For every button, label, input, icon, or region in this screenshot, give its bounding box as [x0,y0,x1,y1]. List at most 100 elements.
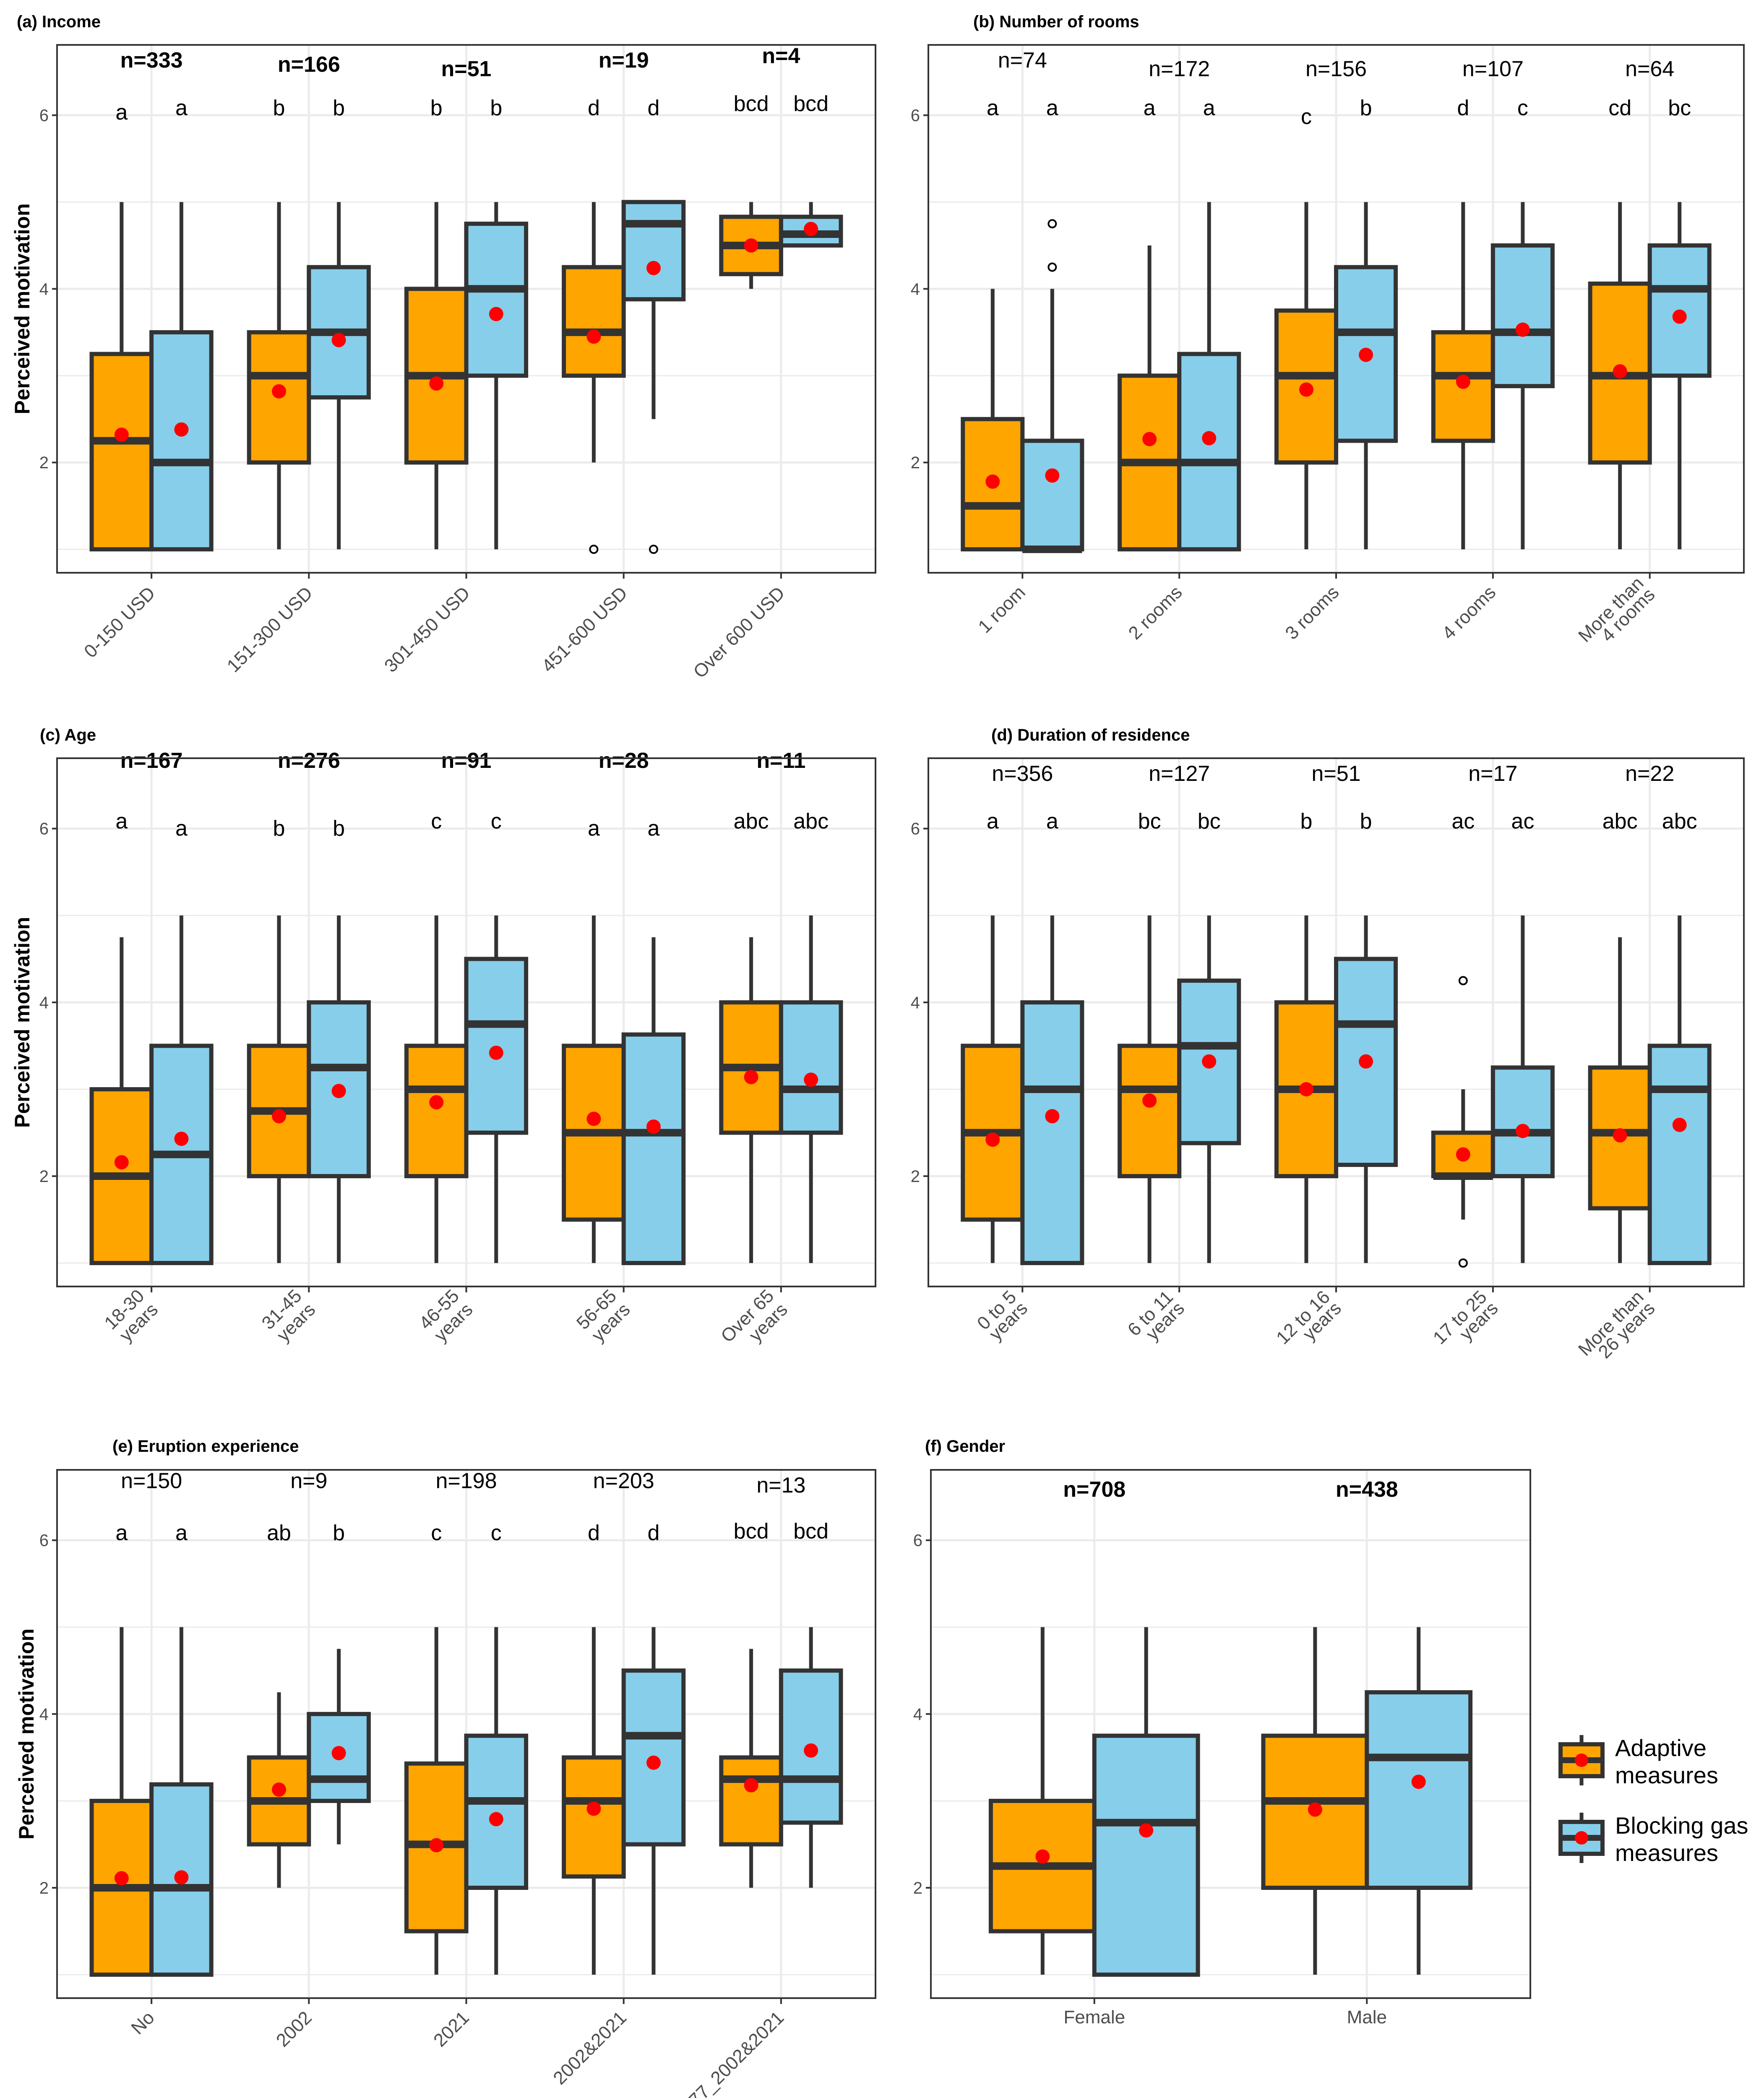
mean-point [1456,1147,1470,1162]
y-tick-label: 6 [39,820,49,838]
sample-size-label: n=9 [290,1469,327,1493]
x-tick-label-line: 301-450 USD [380,583,474,676]
panel-title: (b) Number of rooms [973,13,1139,31]
sample-size-label: n=276 [278,749,340,773]
mean-point [272,384,287,399]
significance-letter: ac [1511,809,1534,834]
y-tick-label: 4 [39,994,49,1012]
x-tick-label: Over 65years [717,1286,792,1360]
significance-letter: a [1046,809,1058,834]
box-blocking-gas [1334,915,1398,1263]
legend-label: Adaptive [1615,1735,1707,1761]
significance-letter: b [1360,809,1372,834]
box-adaptive [404,1627,469,1975]
x-tick-label: No [127,2007,158,2038]
y-axis-label: Perceived motivation [10,917,34,1128]
sample-size-label: n=17 [1468,762,1517,786]
mean-point [1359,347,1373,362]
significance-letter: a [588,816,600,840]
box-adaptive [89,202,154,552]
x-tick-label: 46-55years [415,1286,477,1347]
sample-size-label: n=107 [1462,57,1524,81]
x-tick-label-line: 2021 [430,2007,473,2051]
box-blocking-gas [621,1627,686,1975]
box-iqr [1177,979,1241,1146]
box-adaptive [719,937,783,1263]
box-adaptive [1588,937,1652,1263]
box-blocking-gas [1365,1627,1473,1975]
box-adaptive [961,289,1025,552]
mean-point [272,1782,287,1797]
box-blocking-gas [1020,219,1084,553]
significance-letter: c [431,809,442,834]
box-blocking-gas [1490,202,1555,550]
box-iqr [621,1032,686,1266]
legend-mean-point [1575,1831,1588,1845]
box-adaptive [1118,245,1182,552]
box-adaptive [562,202,626,554]
y-axis-label: Perceived motivation [10,204,34,415]
mean-point [489,1045,503,1060]
panel-f: (f) Gender 2 4 6 Female Male n=708 n=438 [913,1437,1531,2028]
box-blocking-gas [464,202,529,550]
significance-letter: c [1301,104,1312,129]
box-iqr [719,1755,783,1847]
mean-point [114,428,129,442]
significance-letter: b [273,96,285,120]
box-iqr [562,1755,626,1879]
box-iqr [562,265,626,378]
panel-border [930,1469,1531,1999]
y-tick-label: 2 [913,1879,922,1897]
y-tick-label: 6 [911,107,920,125]
significance-letter: a [1144,96,1156,120]
x-tick-label: 6 to 11years [1124,1286,1188,1351]
outlier-point [649,545,658,554]
box-iqr [621,200,686,302]
outlier-point [589,545,599,554]
x-tick-label: 4 rooms [1438,582,1500,644]
x-tick-label: 301-450 USD [380,583,474,676]
x-tick-label-line: 4 rooms [1438,582,1500,644]
significance-letter: b [273,816,285,840]
significance-letter: a [648,816,660,840]
x-tick-label-line: 451-600 USD [538,583,631,676]
significance-letter: bc [1198,809,1221,834]
x-tick-label: Female [1063,2007,1125,2028]
sample-size-label: n=13 [756,1473,805,1498]
mean-point [1139,1823,1154,1838]
significance-letter: d [588,1521,600,1545]
mean-point [272,1109,287,1124]
x-tick-label-line: No [127,2007,158,2038]
significance-letter: b [1360,96,1372,120]
significance-letter: abc [1602,809,1638,834]
mean-point [1045,468,1060,483]
box-blocking-gas [621,937,686,1266]
mean-point [1672,1117,1687,1132]
box-iqr [1490,243,1555,389]
sample-size-label: n=356 [992,762,1053,786]
panel-title: (d) Duration of residence [991,726,1190,744]
x-tick-label: 31-45years [258,1286,320,1347]
mean-point [429,1095,444,1110]
panel-e: (e) Eruption experience 2 4 6 Perceived moti… [15,1437,876,2098]
mean-point [331,1746,346,1761]
sample-size-label: n=127 [1149,762,1210,786]
significance-letter: b [333,96,345,120]
panel-title: (f) Gender [925,1437,1005,1456]
box-adaptive [562,915,626,1263]
box-blocking-gas [1092,1627,1200,1977]
panel-title: (e) Eruption experience [112,1437,299,1456]
x-tick-label-line: 2002&2021 [549,2007,631,2089]
mean-point [489,307,503,321]
significance-letter: a [175,816,188,840]
mean-point [1672,309,1687,324]
mean-point [1411,1774,1426,1789]
box-blocking-gas [307,1649,371,1845]
significance-letter: a [1046,96,1058,120]
significance-letter: ac [1451,809,1475,834]
significance-letter: cd [1608,96,1631,120]
mean-point [1035,1849,1050,1864]
panel-c: (c) Age 2 4 6 Perceived motivation 18-30years… [10,726,876,1360]
